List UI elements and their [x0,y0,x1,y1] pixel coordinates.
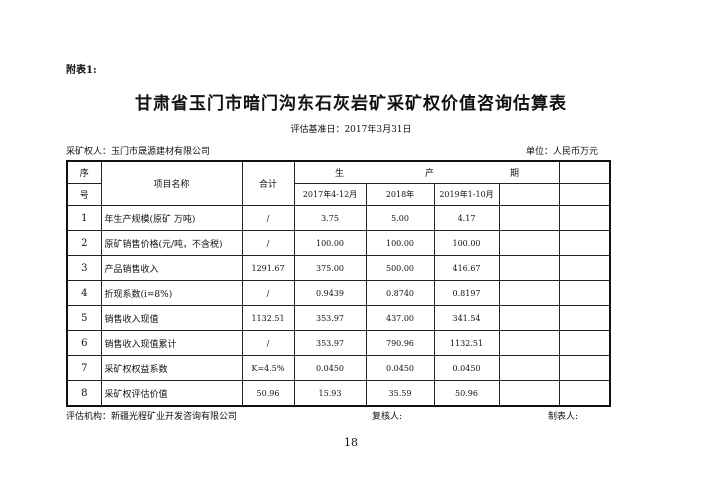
row-value: 0.8740 [365,280,435,306]
table-row: 4 折现系数(i=8%)/0.9439 0.8740 0.8197 [66,280,611,306]
row-seq: 1 [66,205,102,231]
row-seq: 3 [66,255,102,281]
empty-cell [558,355,611,381]
row-total: 1132.51 [241,305,295,331]
empty-cell [498,183,560,206]
row-value: 50.96 [433,380,500,407]
table-row: 3 产品销售收入 1291.67 375.00 500.00 416.67 [66,255,611,281]
evaluation-agency: 评估机构：新疆光程矿业开发咨询有限公司 [66,412,238,422]
row-value: 500.00 [365,255,435,281]
period-header: 2018年 [365,183,435,206]
empty-cell [558,280,611,306]
period-header: 2019年1-10月 [433,183,500,206]
empty-cell [558,230,611,256]
row-value: 790.96 [365,330,435,356]
table-row: 7 采矿权权益系数 K=4.5% 0.0450 0.0450 0.0450 [66,355,611,381]
seq-header-bottom: 号 [66,183,102,206]
document-title: 甘肃省玉门市暗门沟东石灰岩矿采矿权价值咨询估算表 [135,94,567,114]
empty-cell [558,183,611,206]
row-value: 0.0450 [433,355,500,381]
item-name-header: 项目名称 [100,160,243,206]
row-value: 0.0450 [293,355,367,381]
empty-cell [558,160,611,184]
row-value: 35.59 [365,380,435,407]
reviewer-label: 复核人: [372,412,403,422]
row-value: 353.97 [293,330,367,356]
row-total: 1291.67 [241,255,295,281]
empty-cell [558,205,611,231]
row-seq: 2 [66,230,102,256]
row-total: / [241,330,295,356]
row-total: / [241,205,295,231]
row-name: 产品销售收入 [100,255,243,281]
table-row: 2 原矿销售价格(元/吨，不含税)/100.00 100.00 100.00 [66,230,611,256]
row-seq: 7 [66,355,102,381]
empty-cell [558,380,611,407]
annex-label: 附表1: [66,65,97,76]
total-header: 合计 [241,160,295,206]
header-row: 号 2017年4-12月 2018年 2019年1-10月 [66,183,611,206]
row-value: 0.0450 [365,355,435,381]
row-value: 100.00 [293,230,367,256]
row-total: 50.96 [241,380,295,407]
table-row: 8 采矿权评估价值 50.96 15.93 35.59 50.96 [66,380,611,407]
row-value: 0.9439 [293,280,367,306]
empty-cell [498,305,560,331]
empty-cell [498,355,560,381]
empty-cell [498,230,560,256]
row-name: 折现系数(i=8%) [100,280,243,306]
table-row: 6 销售收入现值累计/353.97 790.96 1132.51 [66,330,611,356]
empty-cell [498,205,560,231]
row-name: 采矿权权益系数 [100,355,243,381]
row-seq: 4 [66,280,102,306]
valuation-table: 序 项目名称 合计 生 产 期 号 2017年4-12月 2018年 2019年1-… [66,160,611,407]
row-name: 销售收入现值累计 [100,330,243,356]
row-seq: 6 [66,330,102,356]
row-value: 1132.51 [433,330,500,356]
row-seq: 5 [66,305,102,331]
empty-cell [498,380,560,407]
table-row: 1 年生产规模(原矿 万吨)/3.75 5.00 4.17 [66,205,611,231]
production-period-header: 生产期 [293,160,560,184]
mining-right-owner: 采矿权人：玉门市晟源建材有限公司 [66,147,211,157]
row-value: 375.00 [293,255,367,281]
row-total: / [241,230,295,256]
empty-cell [498,280,560,306]
row-value: 5.00 [365,205,435,231]
row-name: 原矿销售价格(元/吨，不含税) [100,230,243,256]
currency-unit: 单位：人民币万元 [526,147,599,157]
row-value: 416.67 [433,255,500,281]
row-total: K=4.5% [241,355,295,381]
empty-cell [558,305,611,331]
period-char: 期 [509,169,519,179]
period-header: 2017年4-12月 [293,183,367,206]
empty-cell [558,330,611,356]
row-value: 0.8197 [433,280,500,306]
row-value: 100.00 [365,230,435,256]
row-value: 3.75 [293,205,367,231]
row-total: / [241,280,295,306]
base-date: 评估基准日：2017年3月31日 [290,125,412,135]
row-value: 353.97 [293,305,367,331]
row-value: 341.54 [433,305,500,331]
header-row: 序 项目名称 合计 生 产 期 [66,160,611,206]
row-name: 采矿权评估价值 [100,380,243,407]
row-name: 年生产规模(原矿 万吨) [100,205,243,231]
page-number: 18 [344,436,358,449]
row-value: 100.00 [433,230,500,256]
preparer-label: 制表人: [548,412,579,422]
period-char: 产 [424,169,434,179]
table-row: 5 销售收入现值 1132.51 353.97 437.00 341.54 [66,305,611,331]
row-value: 4.17 [433,205,500,231]
empty-cell [558,255,611,281]
row-name: 销售收入现值 [100,305,243,331]
empty-cell [498,330,560,356]
empty-cell [498,255,560,281]
row-seq: 8 [66,380,102,407]
period-char: 生 [334,169,344,179]
row-value: 15.93 [293,380,367,407]
row-value: 437.00 [365,305,435,331]
seq-header-top: 序 [66,160,102,184]
